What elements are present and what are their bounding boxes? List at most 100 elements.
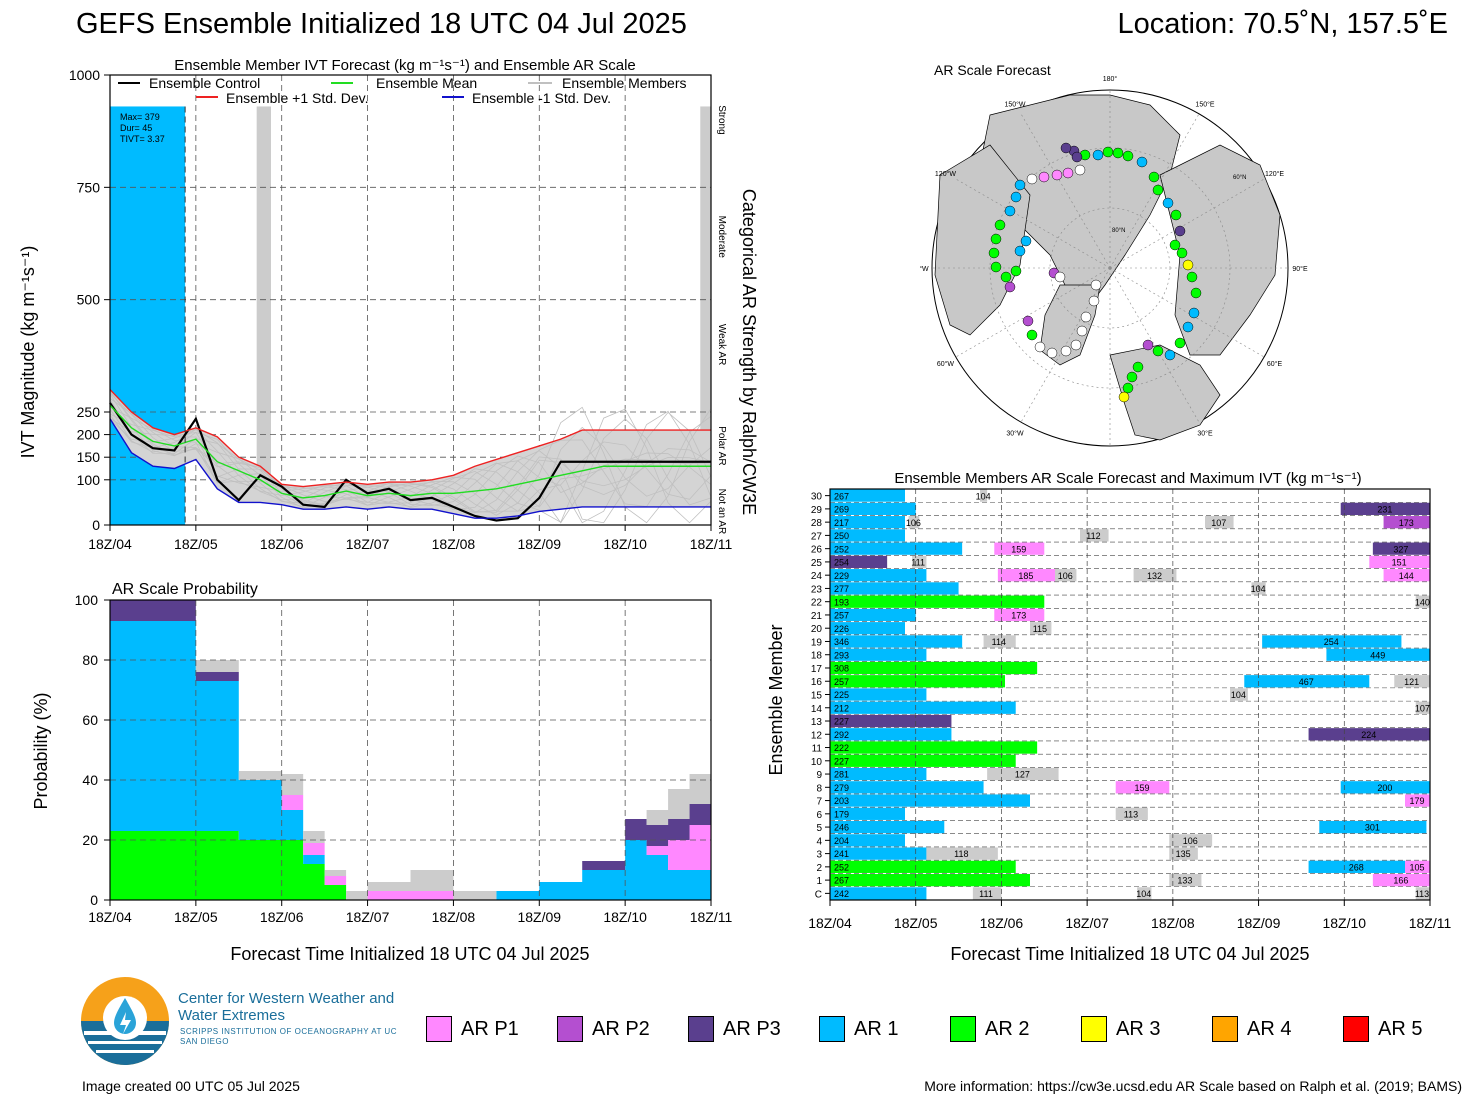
map-ar-dot — [1010, 265, 1022, 277]
map-ar-dot — [1022, 315, 1034, 327]
member-event-bar — [830, 728, 952, 741]
legend-swatch-ar4 — [1212, 1016, 1238, 1042]
member-max-ivt-label: 204 — [834, 836, 849, 846]
map-title: AR Scale Forecast — [934, 62, 1051, 78]
map-ar-dot — [1112, 147, 1124, 159]
ensemble-member-line — [109, 408, 712, 524]
legend-label-ar-p3: AR P3 — [723, 1018, 781, 1040]
prob-plot-area: 0 20 40 60 80 100 18Z/04 18Z/05 18Z/06 18Z/07 18Z/… — [75, 592, 733, 925]
member-max-ivt-label: 166 — [1393, 876, 1408, 886]
prob-panel-title: AR Scale Probability — [112, 581, 258, 598]
member-event-bar — [972, 887, 1002, 900]
member-max-ivt-label: 115 — [1033, 624, 1047, 634]
map-ar-dot — [1004, 281, 1016, 293]
map-ar-dot — [1020, 235, 1032, 247]
member-event-bar — [1319, 820, 1427, 834]
map-lon-label: 30°E — [1197, 430, 1213, 438]
map-ar-dot — [1090, 279, 1102, 291]
member-event-bar — [830, 516, 905, 529]
member-max-ivt-label: 106 — [1183, 836, 1198, 846]
member-max-ivt-label: 140 — [1415, 597, 1430, 607]
location-title: Location: 70.5˚N, 157.5˚E — [1117, 8, 1448, 40]
members-plot-frame — [829, 488, 1431, 901]
legend-label-ar3: AR 3 — [1116, 1018, 1161, 1040]
member-event-bar — [830, 569, 927, 582]
member-max-ivt-label: 159 — [1135, 783, 1150, 793]
minus-sd-line — [109, 418, 711, 519]
map-ar-dot — [1080, 311, 1092, 323]
ivt-forecast-chart: Ensemble Member IVT Forecast (kg m⁻¹s⁻¹)… — [18, 57, 759, 552]
stats-text: TIVT= 3.37 — [120, 134, 165, 144]
created-note: Image created 00 UTC 05 Jul 2025 — [82, 1078, 300, 1094]
map-ar-dot — [1152, 184, 1164, 196]
not-ar-shade-box — [256, 106, 271, 480]
member-event-bar — [830, 542, 963, 555]
map-ar-dot — [1174, 225, 1186, 237]
map-ar-dot — [1038, 171, 1050, 183]
member-row-label: 30 — [811, 492, 823, 503]
member-max-ivt-label: 114 — [992, 637, 1006, 647]
member-event-bar — [830, 781, 984, 794]
ivt-y-axis-label: IVT Magnitude (kg m⁻¹s⁻¹) — [18, 246, 38, 459]
member-x-tick-label: 18Z/06 — [980, 915, 1024, 931]
member-max-ivt-label: 254 — [834, 558, 849, 568]
map-ar-dot — [1170, 209, 1182, 221]
member-event-bar — [1383, 516, 1430, 529]
member-event-bar — [830, 741, 1038, 754]
member-event-bar — [983, 635, 1016, 648]
member-row-label: 6 — [816, 810, 822, 821]
legend-swatch-ar3 — [1081, 1016, 1107, 1042]
member-event-bar — [1030, 622, 1052, 635]
member-row-label: 13 — [811, 717, 823, 728]
legend-swatch-ar-p3 — [688, 1016, 714, 1042]
prob-y-tick-label: 60 — [82, 712, 98, 728]
member-event-bar — [997, 569, 1055, 582]
category-label: Weak AR — [716, 324, 727, 366]
more-info-note: More information: https://cw3e.ucsd.edu … — [924, 1078, 1462, 1094]
members-x-axis-label: Forecast Time Initialized 18 UTC 04 Jul … — [950, 944, 1309, 964]
member-row-label: 17 — [811, 664, 823, 675]
member-max-ivt-label: 185 — [1018, 571, 1033, 581]
category-label: Not an AR — [716, 489, 727, 535]
ensemble-member-line — [109, 393, 712, 514]
legend-plus-sd-label: Ensemble +1 Std. Dev. — [226, 90, 369, 106]
map-ar-dot — [1152, 345, 1164, 357]
member-max-ivt-label: 257 — [834, 611, 849, 621]
member-row-label: C — [815, 889, 822, 900]
member-max-ivt-label: 203 — [834, 796, 849, 806]
member-event-bar — [830, 807, 905, 820]
ivt-y-tick-label: 150 — [77, 449, 101, 465]
ivt-y-tick-label: 500 — [77, 292, 101, 308]
ensemble-members-chart: Ensemble Members AR Scale Forecast and M… — [766, 470, 1451, 964]
prob-y-tick-label: 100 — [75, 592, 99, 608]
ivt-x-tick-label: 18Z/08 — [432, 536, 476, 552]
member-event-bar — [830, 688, 927, 701]
member-max-ivt-label: 222 — [834, 743, 849, 753]
member-row-label: 11 — [812, 744, 823, 755]
member-event-bar — [830, 714, 952, 728]
member-max-ivt-label: 104 — [1231, 690, 1246, 700]
member-event-bar — [1383, 569, 1430, 582]
member-max-ivt-label: 252 — [834, 862, 849, 872]
ivt-right-axis-label: Categorical AR Strength by Ralph/CW3E — [739, 189, 759, 515]
prob-y-axis-label: Probability (%) — [31, 692, 51, 809]
member-event-bar — [1415, 595, 1430, 608]
control-line — [109, 402, 711, 522]
map-ar-dot — [1000, 271, 1012, 283]
member-max-ivt-label: 254 — [1324, 637, 1339, 647]
ivt-x-tick-label: 18Z/06 — [260, 536, 304, 552]
member-max-ivt-label: 293 — [834, 650, 849, 660]
member-max-ivt-label: 179 — [1410, 796, 1425, 806]
prob-x-tick-label: 18Z/09 — [517, 909, 561, 925]
prob-x-tick-label: 18Z/10 — [603, 909, 647, 925]
ensemble-member-line — [109, 392, 712, 524]
map-ar-dot — [1142, 339, 1154, 351]
map-ar-dot — [1122, 150, 1134, 162]
member-event-bar — [830, 608, 916, 622]
member-row-label: 15 — [811, 691, 823, 702]
member-event-bar — [1137, 887, 1152, 900]
member-row-label: 5 — [816, 823, 822, 834]
member-max-ivt-label: 105 — [1410, 862, 1425, 872]
ar-scale-map: AR Scale Forecast 180° 150°E 120°E 90°E 60°E… — [920, 62, 1308, 447]
member-max-ivt-label: 127 — [1015, 770, 1030, 780]
